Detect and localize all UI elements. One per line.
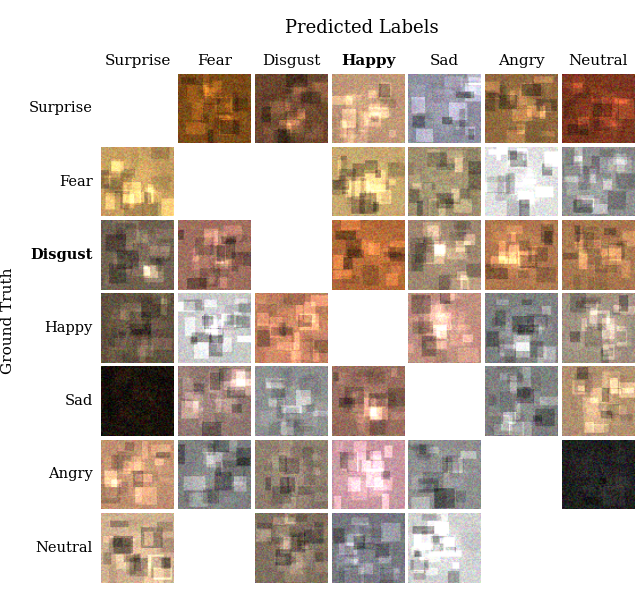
Text: Ground Truth: Ground Truth (1, 268, 15, 374)
Text: Angry: Angry (499, 54, 545, 68)
Bar (483, 438, 560, 511)
Bar (253, 219, 330, 292)
Text: Sad: Sad (430, 54, 460, 68)
Text: Fear: Fear (197, 54, 232, 68)
Text: Predicted Labels: Predicted Labels (285, 19, 438, 37)
Bar (483, 511, 560, 584)
Bar (560, 511, 637, 584)
Text: Angry: Angry (48, 468, 93, 481)
Bar (253, 145, 330, 219)
Text: Happy: Happy (45, 321, 93, 335)
Bar (176, 511, 253, 584)
Text: Happy: Happy (341, 54, 395, 68)
Bar (176, 145, 253, 219)
Bar (330, 292, 406, 365)
Text: Disgust: Disgust (31, 248, 93, 262)
Text: Disgust: Disgust (262, 54, 321, 68)
Text: Neutral: Neutral (36, 541, 93, 555)
Text: Fear: Fear (59, 175, 93, 188)
Text: Sad: Sad (65, 394, 93, 408)
Bar (406, 365, 483, 438)
Text: Surprise: Surprise (29, 101, 93, 115)
Bar (99, 72, 176, 145)
Text: Neutral: Neutral (569, 54, 628, 68)
Text: Surprise: Surprise (104, 54, 171, 68)
